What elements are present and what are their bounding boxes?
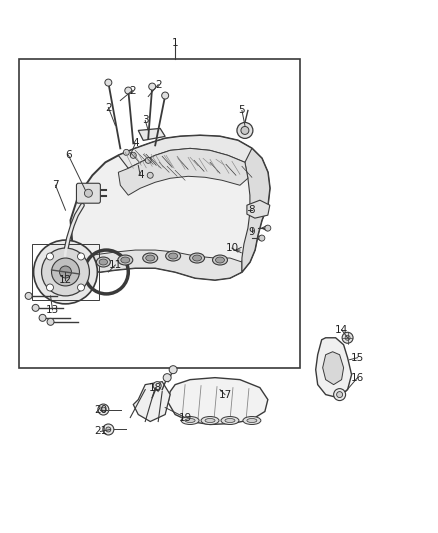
Circle shape: [98, 404, 109, 415]
Ellipse shape: [96, 257, 110, 267]
Polygon shape: [118, 148, 248, 195]
Circle shape: [125, 87, 132, 94]
Circle shape: [345, 335, 350, 340]
Circle shape: [147, 172, 153, 178]
Text: 9: 9: [249, 227, 255, 237]
Ellipse shape: [193, 255, 201, 261]
Ellipse shape: [212, 255, 227, 265]
Text: 14: 14: [335, 325, 348, 335]
Circle shape: [101, 407, 106, 412]
Circle shape: [163, 374, 171, 382]
Text: 12: 12: [59, 275, 72, 285]
Circle shape: [241, 126, 249, 134]
Polygon shape: [316, 338, 352, 398]
Text: 13: 13: [46, 305, 59, 315]
Ellipse shape: [166, 251, 180, 261]
Circle shape: [337, 392, 343, 398]
Circle shape: [237, 123, 253, 139]
Circle shape: [259, 235, 265, 241]
Circle shape: [342, 332, 353, 343]
Text: 1: 1: [172, 38, 178, 48]
Polygon shape: [118, 135, 262, 168]
Ellipse shape: [169, 253, 178, 259]
Circle shape: [145, 157, 151, 163]
Ellipse shape: [190, 253, 205, 263]
Circle shape: [42, 248, 89, 296]
Text: 20: 20: [94, 405, 107, 415]
Circle shape: [47, 318, 54, 325]
Circle shape: [124, 149, 129, 155]
Ellipse shape: [146, 255, 155, 261]
Polygon shape: [168, 378, 268, 424]
Polygon shape: [138, 128, 165, 140]
Circle shape: [265, 225, 271, 231]
Polygon shape: [85, 250, 242, 280]
Text: 19: 19: [178, 413, 192, 423]
Circle shape: [46, 284, 53, 291]
Text: 3: 3: [142, 116, 148, 125]
Polygon shape: [71, 135, 270, 280]
Ellipse shape: [99, 259, 108, 265]
Circle shape: [78, 284, 85, 291]
Circle shape: [34, 240, 97, 304]
Circle shape: [334, 389, 346, 401]
Text: 4: 4: [137, 170, 144, 180]
Circle shape: [46, 253, 53, 260]
Circle shape: [78, 253, 85, 260]
Ellipse shape: [205, 418, 215, 423]
Circle shape: [149, 83, 155, 90]
Text: 18: 18: [148, 383, 162, 393]
Bar: [19, 59, 300, 368]
Circle shape: [60, 266, 71, 278]
Circle shape: [52, 258, 79, 286]
Text: 2: 2: [155, 79, 162, 90]
Ellipse shape: [181, 416, 199, 424]
Ellipse shape: [247, 418, 257, 423]
Circle shape: [32, 304, 39, 311]
Text: 21: 21: [94, 426, 107, 437]
Circle shape: [106, 427, 111, 432]
Ellipse shape: [215, 257, 225, 263]
Ellipse shape: [118, 255, 133, 265]
Polygon shape: [247, 200, 270, 218]
Text: 11: 11: [109, 260, 122, 270]
Ellipse shape: [143, 253, 158, 263]
Circle shape: [103, 424, 114, 435]
Ellipse shape: [221, 416, 239, 424]
Ellipse shape: [121, 257, 130, 263]
Text: 2: 2: [105, 102, 112, 112]
Ellipse shape: [185, 418, 195, 423]
Text: 7: 7: [52, 180, 59, 190]
Ellipse shape: [225, 418, 235, 423]
Text: 10: 10: [226, 243, 239, 253]
Text: 16: 16: [351, 373, 364, 383]
Circle shape: [169, 366, 177, 374]
Circle shape: [130, 152, 136, 158]
Circle shape: [25, 293, 32, 300]
Text: 15: 15: [351, 353, 364, 363]
Text: 4: 4: [132, 139, 138, 148]
FancyBboxPatch shape: [77, 183, 100, 203]
Ellipse shape: [243, 416, 261, 424]
Circle shape: [162, 92, 169, 99]
Polygon shape: [133, 382, 170, 422]
Circle shape: [153, 382, 161, 390]
Text: 6: 6: [65, 150, 72, 160]
Ellipse shape: [201, 416, 219, 424]
Text: 8: 8: [249, 205, 255, 215]
Text: 17: 17: [219, 390, 232, 400]
Circle shape: [105, 79, 112, 86]
Text: 5: 5: [239, 106, 245, 116]
Circle shape: [39, 314, 46, 321]
Circle shape: [85, 189, 92, 197]
Polygon shape: [323, 352, 343, 385]
Polygon shape: [242, 148, 270, 272]
Text: 2: 2: [129, 86, 136, 95]
